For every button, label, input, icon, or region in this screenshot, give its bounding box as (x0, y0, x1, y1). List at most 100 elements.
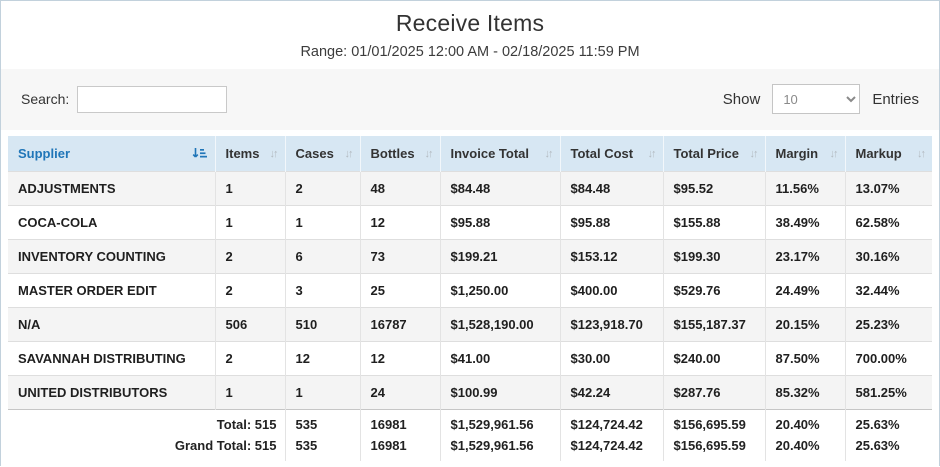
value-cell: 11.56% (764, 171, 845, 206)
sort-both-icon: ↓↑ (647, 147, 657, 160)
footer-value-cell: $1,529,961.56 (439, 435, 560, 461)
report-table: Supplier Items ↓↑ Cases ↓↑ Bottles ↓↑ Invoice T… (8, 136, 932, 461)
column-header-total-cost[interactable]: Total Cost ↓↑ (559, 136, 663, 172)
value-cell: 506 (214, 307, 285, 342)
value-cell: 6 (284, 239, 360, 274)
value-cell: 2 (214, 239, 285, 274)
value-cell: $42.24 (559, 375, 663, 410)
footer-total-label: Total: 515 (8, 409, 285, 435)
supplier-cell: COCA-COLA (8, 205, 215, 240)
supplier-cell: UNITED DISTRIBUTORS (8, 375, 215, 410)
column-header-supplier[interactable]: Supplier (8, 136, 215, 172)
value-cell: $529.76 (662, 273, 765, 308)
value-cell: 25 (359, 273, 440, 308)
column-header-invoice-total[interactable]: Invoice Total ↓↑ (439, 136, 560, 172)
value-cell: 2 (214, 341, 285, 376)
footer-value-cell: 16981 (359, 435, 440, 461)
column-label: Margin (775, 146, 819, 161)
column-label: Supplier (18, 146, 71, 161)
value-cell: 87.50% (764, 341, 845, 376)
value-cell: 510 (284, 307, 360, 342)
value-cell: 32.44% (844, 273, 932, 308)
table-footer: Total: 515 535 16981 $1,529,961.56 $124,724.… (8, 409, 932, 461)
column-header-bottles[interactable]: Bottles ↓↑ (359, 136, 440, 172)
column-label: Total Price (673, 146, 740, 161)
column-header-margin[interactable]: Margin ↓↑ (764, 136, 845, 172)
table-row: SAVANNAH DISTRIBUTING 2 12 12 $41.00 $30.00 $2… (8, 341, 932, 376)
value-cell: 16787 (359, 307, 440, 342)
table-toolbar: Search: Show 10 Entries (1, 69, 939, 130)
table-row: UNITED DISTRIBUTORS 1 1 24 $100.99 $42.24 $287… (8, 375, 932, 410)
search-input[interactable] (77, 85, 228, 113)
show-label: Show (722, 90, 761, 108)
sort-both-icon: ↓↑ (269, 147, 279, 160)
sort-descending-icon (192, 147, 207, 160)
column-header-total-price[interactable]: Total Price ↓↑ (662, 136, 765, 172)
value-cell: 30.16% (844, 239, 932, 274)
value-cell: 1 (284, 205, 360, 240)
table-row: INVENTORY COUNTING 2 6 73 $199.21 $153.12 $199… (8, 239, 932, 274)
value-cell: 700.00% (844, 341, 932, 376)
sort-both-icon: ↓↑ (344, 147, 354, 160)
footer-row: Grand Total: 515 535 16981 $1,529,961.56 $12… (8, 435, 932, 461)
bottom-scroll-strip (1, 461, 939, 467)
column-header-cases[interactable]: Cases ↓↑ (284, 136, 360, 172)
value-cell: $1,250.00 (439, 273, 560, 308)
column-label: Bottles (370, 146, 415, 161)
column-label: Markup (855, 146, 902, 161)
value-cell: 62.58% (844, 205, 932, 240)
footer-value-cell: $1,529,961.56 (439, 409, 560, 435)
value-cell: 12 (359, 341, 440, 376)
footer-value-cell: 25.63% (844, 435, 932, 461)
value-cell: 2 (214, 273, 285, 308)
value-cell: $84.48 (559, 171, 663, 206)
table-row: N/A 506 510 16787 $1,528,190.00 $123,918.70 $1… (8, 307, 932, 342)
supplier-cell: SAVANNAH DISTRIBUTING (8, 341, 215, 376)
sort-both-icon: ↓↑ (544, 147, 554, 160)
footer-row: Total: 515 535 16981 $1,529,961.56 $124,724.… (8, 409, 932, 435)
value-cell: $1,528,190.00 (439, 307, 560, 342)
value-cell: $155,187.37 (662, 307, 765, 342)
table-row: ADJUSTMENTS 1 2 48 $84.48 $84.48 $95.52 11.56% 1… (8, 171, 932, 206)
value-cell: $30.00 (559, 341, 663, 376)
sort-both-icon: ↓↑ (749, 147, 759, 160)
value-cell: 1 (214, 375, 285, 410)
footer-value-cell: 25.63% (844, 409, 932, 435)
supplier-cell: INVENTORY COUNTING (8, 239, 215, 274)
value-cell: $123,918.70 (559, 307, 663, 342)
value-cell: $84.48 (439, 171, 560, 206)
sort-both-icon: ↓↑ (424, 147, 434, 160)
supplier-cell: N/A (8, 307, 215, 342)
value-cell: 13.07% (844, 171, 932, 206)
footer-value-cell: $156,695.59 (662, 435, 765, 461)
footer-value-cell: 20.40% (764, 435, 845, 461)
column-label: Items (225, 146, 260, 161)
footer-value-cell: 535 (284, 435, 360, 461)
value-cell: 3 (284, 273, 360, 308)
value-cell: $95.52 (662, 171, 765, 206)
search-control: Search: (21, 85, 228, 113)
value-cell: $240.00 (662, 341, 765, 376)
column-header-markup[interactable]: Markup ↓↑ (844, 136, 932, 172)
sort-both-icon: ↓↑ (917, 147, 926, 160)
footer-value-cell: $156,695.59 (662, 409, 765, 435)
value-cell: $400.00 (559, 273, 663, 308)
value-cell: $95.88 (559, 205, 663, 240)
value-cell: $155.88 (662, 205, 765, 240)
value-cell: 1 (214, 171, 285, 206)
value-cell: $153.12 (559, 239, 663, 274)
value-cell: $199.21 (439, 239, 560, 274)
table-body: ADJUSTMENTS 1 2 48 $84.48 $84.48 $95.52 11.56% 1… (8, 171, 932, 410)
search-label: Search: (21, 91, 70, 107)
column-header-items[interactable]: Items ↓↑ (214, 136, 285, 172)
value-cell: 25.23% (844, 307, 932, 342)
page-size-control: Show 10 Entries (723, 84, 919, 114)
value-cell: $100.99 (439, 375, 560, 410)
value-cell: 24.49% (764, 273, 845, 308)
page-size-select[interactable]: 10 (772, 84, 861, 114)
supplier-cell: ADJUSTMENTS (8, 171, 215, 206)
entries-label: Entries (872, 90, 919, 108)
footer-value-cell: 535 (284, 409, 360, 435)
value-cell: $41.00 (439, 341, 560, 376)
page-title: Receive Items (395, 10, 545, 36)
